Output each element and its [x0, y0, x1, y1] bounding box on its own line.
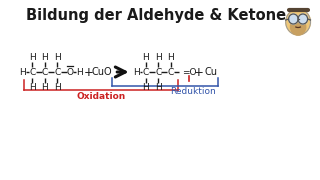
Text: H: H	[155, 53, 162, 62]
Text: Bildung der Aldehyde & Ketone: Bildung der Aldehyde & Ketone	[26, 8, 286, 23]
Text: H: H	[142, 82, 149, 91]
Text: H: H	[155, 82, 162, 91]
Text: C: C	[29, 68, 36, 76]
Text: C: C	[155, 68, 161, 76]
Circle shape	[286, 9, 310, 35]
Text: H: H	[54, 82, 60, 91]
Text: H: H	[29, 82, 36, 91]
Text: =O: =O	[182, 68, 196, 76]
Text: H: H	[133, 68, 140, 76]
Text: C: C	[167, 68, 174, 76]
Text: Reduktion: Reduktion	[171, 87, 216, 96]
Circle shape	[289, 14, 298, 24]
Text: C: C	[54, 68, 60, 76]
Text: H: H	[167, 53, 174, 62]
Text: C: C	[143, 68, 149, 76]
Text: +: +	[194, 66, 204, 78]
Text: Oxidation: Oxidation	[76, 92, 126, 101]
Circle shape	[291, 19, 306, 35]
Text: H: H	[142, 53, 149, 62]
Text: H: H	[42, 82, 48, 91]
Text: O: O	[66, 68, 73, 76]
Text: Cu: Cu	[204, 67, 217, 77]
Circle shape	[298, 14, 308, 24]
Text: H: H	[76, 68, 83, 76]
Text: H: H	[20, 68, 26, 76]
Text: H: H	[29, 53, 36, 62]
Text: CuO: CuO	[92, 67, 112, 77]
Text: C: C	[42, 68, 48, 76]
Text: H: H	[42, 53, 48, 62]
Text: +: +	[84, 66, 94, 78]
Text: H: H	[54, 53, 60, 62]
